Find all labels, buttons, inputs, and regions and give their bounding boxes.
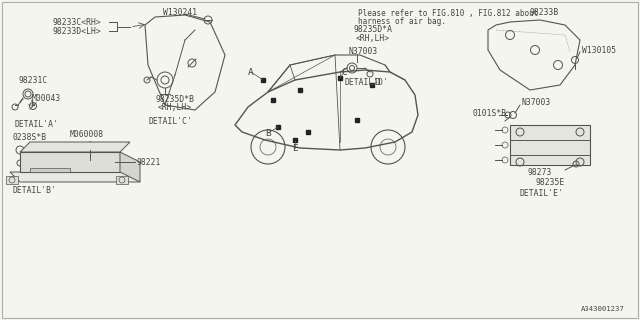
Polygon shape (20, 152, 120, 172)
Polygon shape (10, 172, 140, 182)
Text: M00043: M00043 (32, 93, 61, 102)
Text: E: E (292, 143, 298, 153)
Text: 98273: 98273 (528, 167, 552, 177)
Text: 98235D*A: 98235D*A (353, 25, 392, 34)
Text: C: C (341, 68, 347, 76)
Text: Please refer to FIG.810 , FIG.812 about: Please refer to FIG.810 , FIG.812 about (358, 9, 538, 18)
Text: <RH,LH>: <RH,LH> (356, 34, 390, 43)
Text: 98221: 98221 (136, 157, 161, 166)
Text: DETAIL'A': DETAIL'A' (14, 119, 58, 129)
Text: B: B (265, 129, 271, 138)
Text: 98235D*B: 98235D*B (155, 94, 194, 103)
Text: N37003: N37003 (348, 46, 377, 55)
Text: A343001237: A343001237 (581, 306, 625, 312)
Text: DETAIL'C': DETAIL'C' (148, 116, 192, 125)
Bar (116, 176, 128, 184)
Text: harness of air bag.: harness of air bag. (358, 17, 446, 26)
Text: 98233B: 98233B (530, 7, 559, 17)
Text: N37003: N37003 (521, 98, 550, 107)
Text: DETAIL'E': DETAIL'E' (520, 189, 564, 198)
Text: M060008: M060008 (70, 130, 104, 139)
Text: 98235E: 98235E (535, 178, 564, 187)
Text: <RH,LH>: <RH,LH> (158, 102, 192, 111)
Text: 0238S*B: 0238S*B (12, 132, 46, 141)
Polygon shape (120, 152, 140, 182)
Text: A: A (248, 68, 254, 76)
Polygon shape (20, 142, 130, 152)
Bar (6, 176, 18, 184)
Text: DETAIL'B': DETAIL'B' (12, 186, 56, 195)
Text: DETAIL'D': DETAIL'D' (344, 77, 388, 86)
Text: 98233D<LH>: 98233D<LH> (52, 27, 100, 36)
Text: W130241: W130241 (163, 7, 197, 17)
Text: D: D (374, 77, 380, 86)
Text: W130105: W130105 (582, 45, 616, 54)
Text: 0101S*B: 0101S*B (472, 108, 506, 117)
Text: 98233C<RH>: 98233C<RH> (52, 18, 100, 27)
Polygon shape (510, 125, 590, 165)
Polygon shape (30, 168, 70, 172)
Text: 98231C: 98231C (18, 76, 47, 84)
